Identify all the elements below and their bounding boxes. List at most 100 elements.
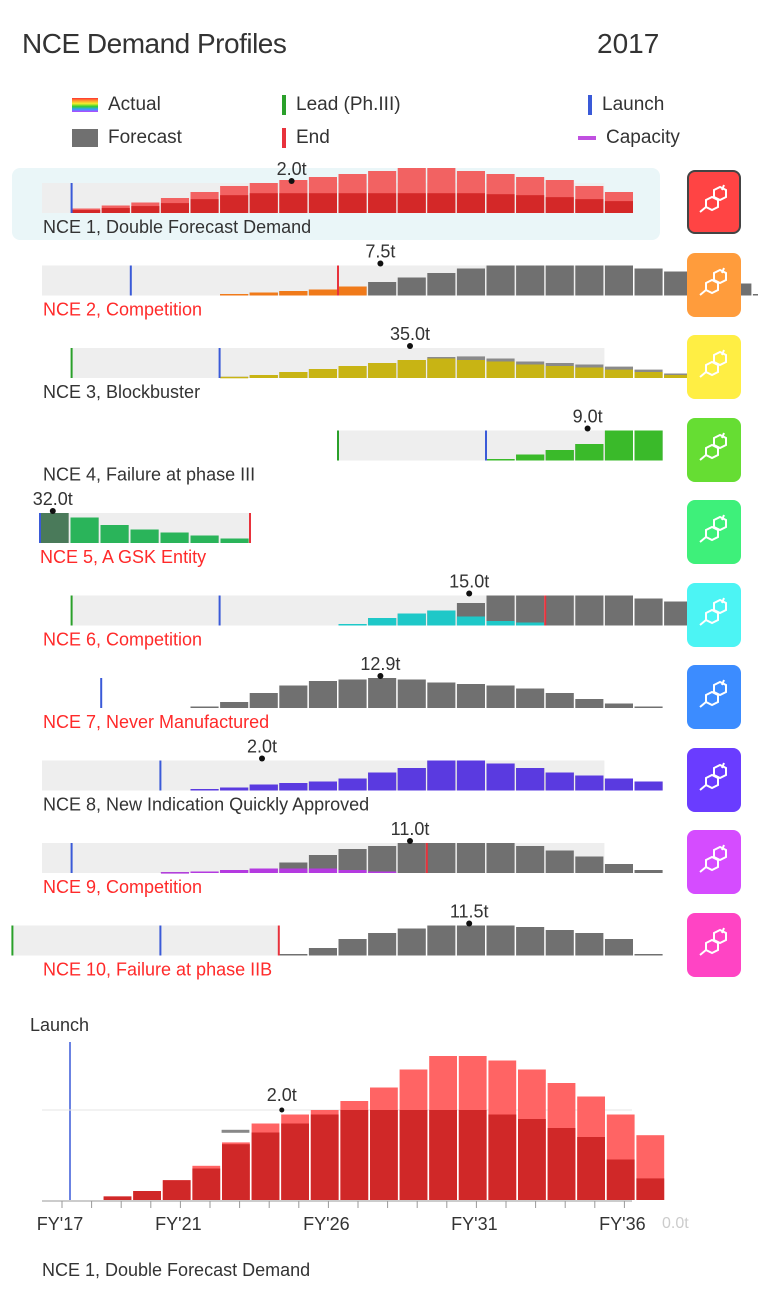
forecast-bar — [604, 265, 633, 296]
molecule-icon — [699, 432, 727, 461]
row-label: NCE 7, Never Manufactured — [43, 712, 269, 732]
nce-row[interactable]: 32.0t NCE 5, A GSK Entity — [33, 489, 251, 567]
actual-bar — [338, 286, 367, 296]
actual-bar — [486, 361, 515, 378]
nce-select-button[interactable] — [687, 252, 741, 317]
peak-dot — [377, 673, 384, 679]
forecast-bar — [397, 277, 426, 296]
nce-row[interactable]: 11.5t NCE 10, Failure at phase IIB — [11, 902, 663, 980]
nce-select-button[interactable] — [687, 665, 741, 729]
nce-row[interactable]: 2.0t NCE 1, Double Forecast Demand — [12, 159, 660, 240]
nce-row[interactable]: 2.0t NCE 8, New Indication Quickly Approv… — [42, 737, 663, 815]
nce-select-button[interactable] — [687, 500, 741, 564]
actual-bar — [634, 781, 663, 791]
forecast-bar — [427, 682, 456, 708]
peak-dot — [288, 178, 295, 184]
actual-bar — [222, 1144, 250, 1200]
forecast-bar — [456, 843, 485, 873]
forecast-bar — [486, 595, 515, 626]
actual-bar — [516, 364, 545, 378]
forecast-bar — [486, 843, 515, 873]
actual-bar — [251, 1132, 280, 1200]
actual-bar — [249, 375, 278, 378]
nce-select-button[interactable] — [687, 747, 741, 812]
legend-capacity: Capacity — [578, 127, 680, 149]
actual-bar — [220, 870, 249, 873]
nce-select-button[interactable] — [687, 912, 741, 977]
forecast-bar — [545, 850, 574, 873]
row-label: NCE 3, Blockbuster — [43, 382, 200, 402]
nce-row[interactable]: 15.0t NCE 6, Competition — [43, 572, 722, 650]
forecast-bar — [456, 925, 485, 956]
x-tick-label: FY'21 — [155, 1214, 201, 1234]
actual-bar — [70, 517, 99, 543]
row-label: NCE 8, New Indication Quickly Approved — [43, 795, 369, 815]
forecast-bar — [427, 273, 456, 296]
actual-bar — [397, 613, 426, 626]
nce-select-button[interactable] — [687, 830, 741, 894]
nce-select-button[interactable] — [687, 582, 741, 647]
forecast-bar — [634, 268, 663, 296]
x-tick-label: FY'36 — [599, 1214, 645, 1234]
forecast-bar — [456, 268, 485, 296]
peak-dot — [49, 508, 56, 514]
x-tick-label: FY'31 — [451, 1214, 497, 1234]
nce-row[interactable]: 9.0t NCE 4, Failure at phase III — [43, 407, 663, 485]
actual-bar — [547, 1128, 576, 1200]
forecast-bar — [486, 265, 515, 296]
peak-label: 2.0t — [277, 159, 307, 179]
actual-bar — [636, 1178, 665, 1200]
nce-row[interactable]: 35.0t NCE 3, Blockbuster — [43, 324, 693, 402]
actual-bar — [338, 193, 367, 213]
row-label: NCE 2, Competition — [43, 300, 202, 320]
actual-bar — [308, 369, 337, 378]
peak-label: 32.0t — [33, 489, 73, 509]
molecule-icon — [699, 514, 727, 543]
forecast-bar — [634, 954, 663, 956]
forecast-bar — [486, 685, 515, 708]
nce-select-button[interactable] — [687, 170, 741, 234]
forecast-bar — [220, 702, 249, 708]
actual-bar — [338, 778, 367, 791]
blue-line-icon — [588, 94, 592, 115]
peak-label: 15.0t — [449, 572, 489, 592]
legend-lead: Lead (Ph.III) — [282, 94, 401, 116]
page-title: NCE Demand Profiles — [22, 28, 287, 59]
forecast-bar — [516, 265, 545, 296]
forecast-bar — [634, 706, 663, 708]
legend-forecast: Forecast — [72, 127, 182, 149]
nce-row[interactable]: 12.9t NCE 7, Never Manufactured — [43, 654, 663, 732]
actual-bar — [516, 622, 545, 626]
actual-bar — [427, 358, 456, 378]
actual-bar — [545, 450, 574, 461]
nce-row[interactable]: 7.5t NCE 2, Competition — [42, 242, 758, 320]
actual-bar — [308, 868, 337, 873]
nce-select-button[interactable] — [687, 335, 741, 399]
peak-dot — [584, 425, 591, 432]
molecule-icon — [699, 679, 727, 708]
forecast-bar — [308, 681, 337, 708]
nce-row[interactable]: 11.0t NCE 9, Competition — [42, 819, 663, 897]
nce-select-button[interactable] — [687, 417, 741, 482]
legend-launch-label: Launch — [602, 94, 665, 115]
peak-dot — [407, 838, 413, 844]
actual-bar — [486, 194, 515, 213]
timeline-track — [12, 925, 279, 956]
forecast-bar — [397, 928, 426, 956]
forecast-bar — [279, 954, 308, 956]
forecast-bar — [486, 925, 515, 956]
forecast-bar — [427, 843, 456, 873]
actual-bar — [162, 1180, 191, 1200]
forecast-bar — [308, 948, 337, 956]
actual-bar — [604, 430, 633, 461]
forecast-bar — [427, 925, 456, 956]
actual-bar — [340, 1110, 369, 1200]
row-label: NCE 5, A GSK Entity — [40, 547, 206, 567]
actual-bar — [190, 871, 219, 873]
row-label: NCE 10, Failure at phase IIB — [43, 960, 272, 980]
forecast-bar — [604, 939, 633, 956]
actual-bar — [220, 787, 249, 791]
purple-line-icon — [578, 135, 596, 140]
year-label: 2017 — [597, 28, 660, 59]
